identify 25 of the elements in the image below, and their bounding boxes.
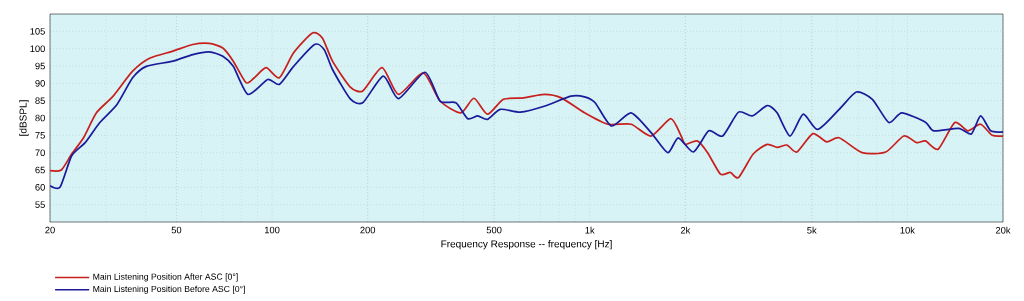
y-tick-label: 75 bbox=[35, 132, 45, 139]
x-tick-label: 50 bbox=[171, 226, 182, 234]
y-tick-label: 100 bbox=[30, 45, 45, 52]
x-tick-label: 5k bbox=[807, 226, 817, 234]
x-tick-label: 1k bbox=[585, 226, 595, 234]
y-tick-label: 105 bbox=[30, 28, 45, 35]
x-tick-label: 100 bbox=[264, 226, 280, 234]
x-tick-label: 20 bbox=[45, 226, 55, 234]
y-tick-label: 85 bbox=[35, 97, 45, 104]
x-tick-label: 500 bbox=[486, 226, 502, 234]
x-axis-title: Frequency Response -- frequency [Hz] bbox=[441, 240, 612, 250]
x-tick-label: 20k bbox=[995, 226, 1011, 234]
legend-label: Main Listening Position Before ASC [0°] bbox=[93, 285, 245, 294]
y-tick-label: 90 bbox=[35, 80, 45, 87]
y-tick-label: 95 bbox=[35, 62, 45, 70]
y-tick-label: 70 bbox=[35, 149, 45, 156]
y-tick-label: 60 bbox=[35, 184, 45, 191]
y-axis-title: [dBSPL] bbox=[19, 100, 29, 136]
y-tick-label: 55 bbox=[35, 201, 45, 208]
x-tick-label: 200 bbox=[360, 226, 376, 234]
x-tick-label: 10k bbox=[900, 226, 915, 234]
y-tick-label: 65 bbox=[35, 166, 45, 174]
x-tick-label: 2k bbox=[680, 226, 691, 234]
y-tick-label: 80 bbox=[35, 114, 45, 122]
legend-label: Main Listening Position After ASC [0°] bbox=[93, 273, 238, 282]
